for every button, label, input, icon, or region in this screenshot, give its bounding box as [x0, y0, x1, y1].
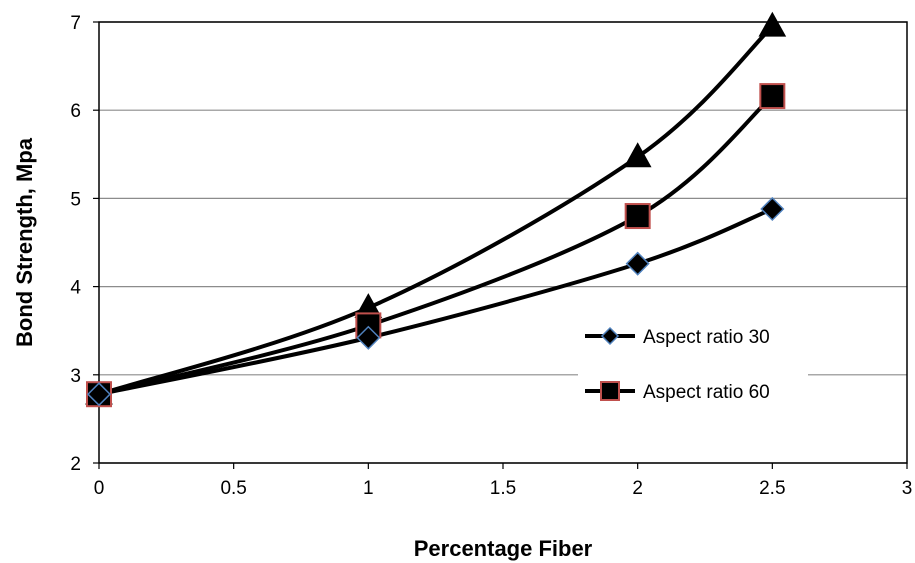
x-tick-label: 1 [363, 478, 374, 499]
legend: Aspect ratio 30 Aspect ratio 60 [578, 308, 808, 403]
x-axis-title: Percentage Fiber [414, 536, 593, 561]
legend-label: Aspect ratio 60 [643, 382, 770, 403]
series-3-point [623, 142, 652, 168]
y-tick-label: 4 [70, 278, 81, 299]
series-1-point [86, 382, 112, 407]
x-tick-label: 3 [902, 478, 913, 499]
data-series [85, 11, 787, 408]
y-axis-title: Bond Strength, Mpa [12, 137, 37, 347]
series-1-line [97, 206, 775, 397]
y-tick-label: 3 [70, 366, 81, 387]
x-tick-label: 2 [632, 478, 643, 499]
axis-ticks: 2 3 4 5 6 7 0 0.5 1 1.5 2 2.5 3 [70, 13, 912, 499]
y-tick-label: 6 [70, 101, 81, 122]
series-1-point [760, 196, 785, 222]
series-1-point [356, 325, 381, 350]
y-tick-label: 2 [70, 454, 81, 475]
legend-marker-square [600, 381, 620, 401]
y-tick-label: 5 [70, 189, 81, 210]
series-2-point [355, 312, 382, 339]
x-tick-label: 0 [94, 478, 105, 499]
x-tick-label: 2.5 [759, 478, 785, 499]
x-tick-label: 1.5 [490, 478, 516, 499]
series-2-line [97, 94, 775, 397]
y-tick-label: 7 [70, 13, 81, 34]
series-3-point [758, 11, 787, 37]
x-tick-label: 0.5 [220, 478, 246, 499]
series-3-line [97, 24, 775, 397]
series-1-point [625, 251, 650, 276]
legend-label: Aspect ratio 30 [643, 327, 770, 348]
legend-marker-diamond [600, 326, 620, 346]
series-2-point [759, 83, 786, 110]
series-2-point [624, 203, 651, 230]
